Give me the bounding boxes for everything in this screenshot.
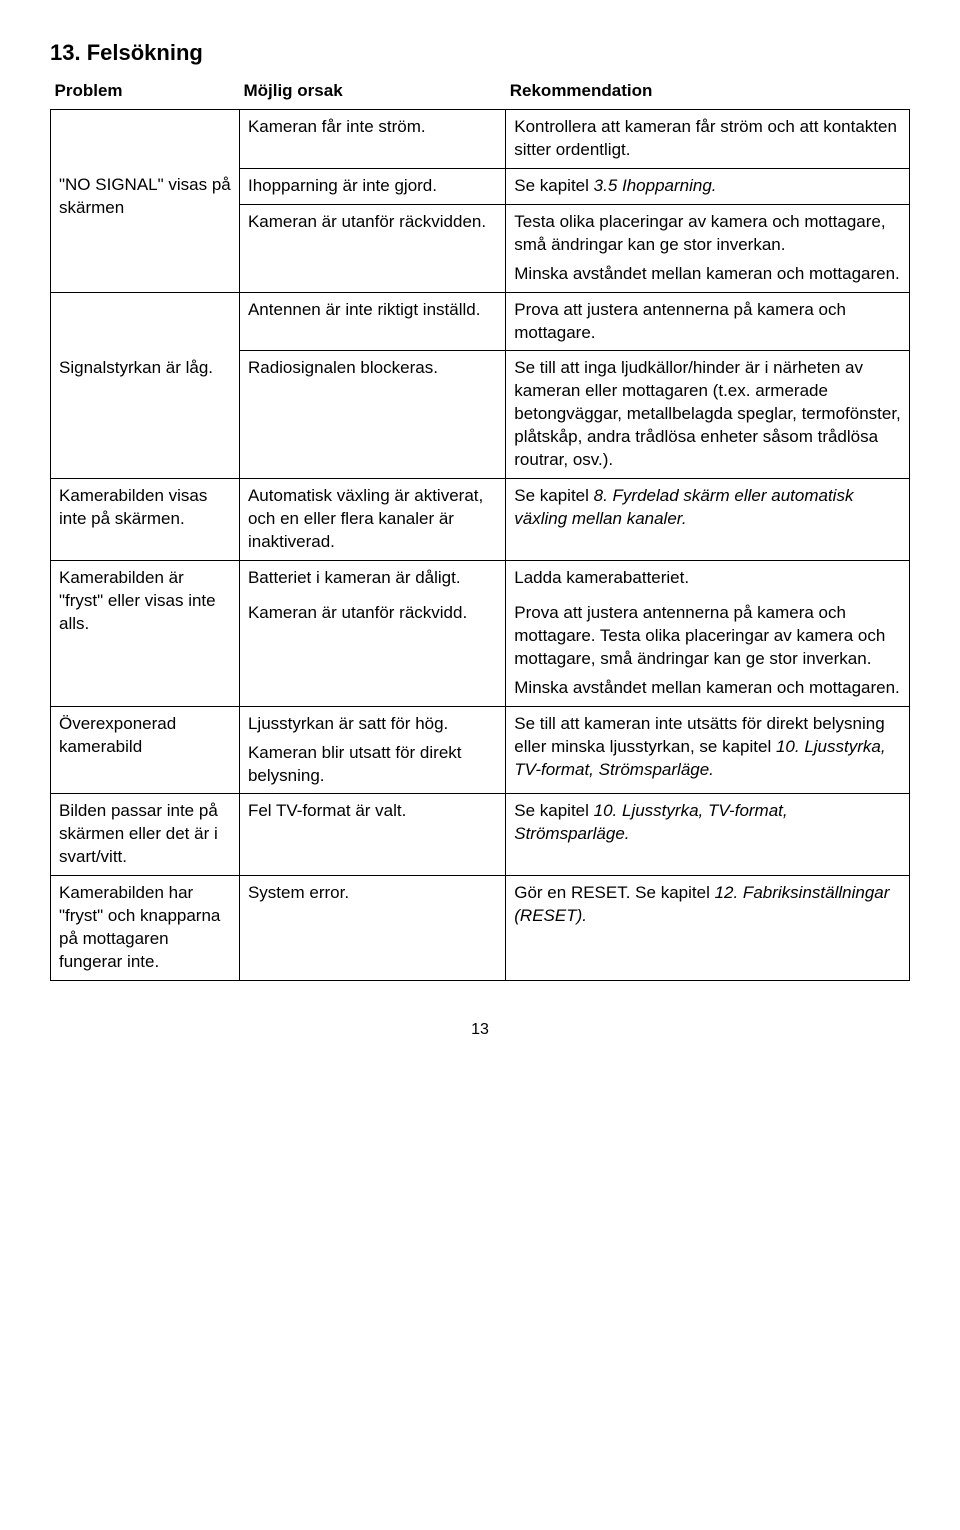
table-row: Bilden passar inte på skärmen eller det …: [51, 794, 910, 876]
cell-rec: Se kapitel 3.5 Ihopparning.: [506, 168, 910, 204]
table-row: Kamerabilden har "fryst" och knapparna p…: [51, 876, 910, 981]
cell-rec: Se till att inga ljudkällor/hinder är i …: [506, 351, 910, 479]
cell-cause: Radiosignalen blockeras.: [239, 351, 505, 479]
rec-text: Minska avståndet mellan kameran och mott…: [514, 677, 901, 700]
cell-problem: Signalstyrkan är låg.: [51, 351, 240, 479]
cell-rec: Prova att justera antennerna på kamera o…: [506, 596, 910, 706]
cell-problem: [51, 109, 240, 168]
cell-rec: Prova att justera antennerna på kamera o…: [506, 292, 910, 351]
table-row: Antennen är inte riktigt inställd. Prova…: [51, 292, 910, 351]
rec-text: Gör en RESET. Se kapitel: [514, 883, 714, 902]
cell-cause: Antennen är inte riktigt inställd.: [239, 292, 505, 351]
troubleshooting-table: Problem Möjlig orsak Rekommendation Kame…: [50, 74, 910, 981]
cell-cause: Kameran får inte ström.: [239, 109, 505, 168]
cell-cause: Fel TV-format är valt.: [239, 794, 505, 876]
table-row: Kamerabilden är "fryst" eller visas inte…: [51, 560, 910, 595]
cell-cause: Kameran är utanför räckvidden.: [239, 204, 505, 292]
cell-rec: Se kapitel 8. Fyrdelad skärm eller autom…: [506, 479, 910, 561]
cell-problem: Överexponerad kamerabild: [51, 706, 240, 794]
cell-problem: Kamerabilden visas inte på skärmen.: [51, 479, 240, 561]
table-header-row: Problem Möjlig orsak Rekommendation: [51, 74, 910, 109]
cause-text: Ljusstyrkan är satt för hög.: [248, 713, 497, 736]
table-row: Kameran får inte ström. Kontrollera att …: [51, 109, 910, 168]
cell-cause: Ihopparning är inte gjord.: [239, 168, 505, 204]
rec-text: Se kapitel: [514, 801, 593, 820]
cell-rec: Se till att kameran inte utsätts för dir…: [506, 706, 910, 794]
col-problem: Problem: [51, 74, 240, 109]
page-number: 13: [50, 1021, 910, 1039]
col-recommendation: Rekommendation: [506, 74, 910, 109]
cell-problem: Kamerabilden har "fryst" och knapparna p…: [51, 876, 240, 981]
table-row: Kamerabilden visas inte på skärmen. Auto…: [51, 479, 910, 561]
rec-text: Testa olika placeringar av kamera och mo…: [514, 211, 901, 257]
cell-cause: Automatisk växling är aktiverat, och en …: [239, 479, 505, 561]
cell-problem: [51, 292, 240, 351]
rec-text: Minska avståndet mellan kameran och mott…: [514, 263, 901, 286]
cell-problem: "NO SIGNAL" visas på skärmen: [51, 168, 240, 292]
rec-text: Se kapitel: [514, 486, 593, 505]
cell-rec: Gör en RESET. Se kapitel 12. Fabriksinst…: [506, 876, 910, 981]
rec-italic: 3.5 Ihopparning.: [594, 176, 717, 195]
cell-rec: Ladda kamerabatteriet.: [506, 560, 910, 595]
cell-rec: Testa olika placeringar av kamera och mo…: [506, 204, 910, 292]
cell-cause: System error.: [239, 876, 505, 981]
rec-text: Prova att justera antennerna på kamera o…: [514, 602, 901, 671]
cell-rec: Kontrollera att kameran får ström och at…: [506, 109, 910, 168]
rec-text: Se kapitel: [514, 176, 593, 195]
col-cause: Möjlig orsak: [239, 74, 505, 109]
cell-cause: Kameran är utanför räckvidd.: [239, 596, 505, 706]
section-heading: 13. Felsökning: [50, 40, 910, 66]
cause-text: Kameran blir utsatt för direkt belysning…: [248, 742, 497, 788]
table-row: Överexponerad kamerabild Ljusstyrkan är …: [51, 706, 910, 794]
cell-cause: Batteriet i kameran är dåligt.: [239, 560, 505, 595]
cell-problem: Bilden passar inte på skärmen eller det …: [51, 794, 240, 876]
table-row: "NO SIGNAL" visas på skärmen Ihopparning…: [51, 168, 910, 204]
table-row: Signalstyrkan är låg. Radiosignalen bloc…: [51, 351, 910, 479]
cell-rec: Se kapitel 10. Ljusstyrka, TV-format, St…: [506, 794, 910, 876]
cell-cause: Ljusstyrkan är satt för hög. Kameran bli…: [239, 706, 505, 794]
cell-problem: Kamerabilden är "fryst" eller visas inte…: [51, 560, 240, 706]
